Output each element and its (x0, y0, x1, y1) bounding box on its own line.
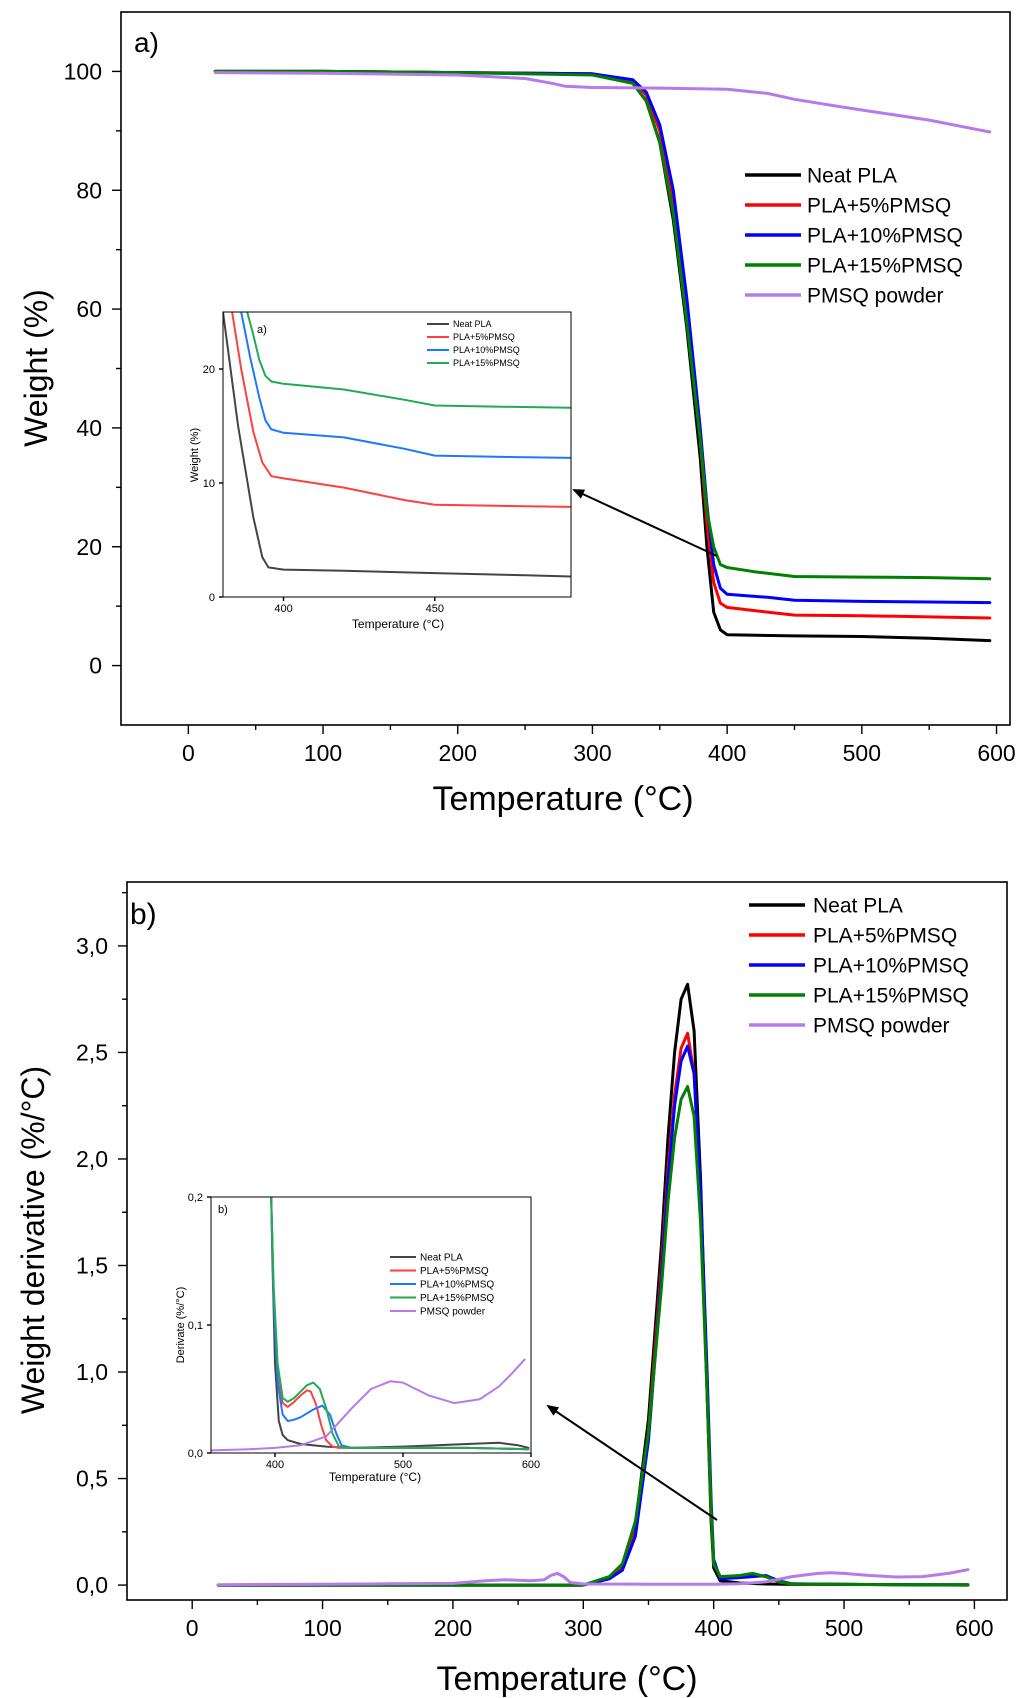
pointer-arrow-b (546, 1404, 718, 1521)
chart-b-legend-label-pla-15pctpmsq: PLA+15%PMSQ (813, 985, 969, 1008)
chart-a-series-pmsq-powder (213, 71, 992, 134)
chart-b-y-tick-label: 2,5 (76, 1039, 108, 1065)
inset-a-frame (222, 311, 572, 598)
inset-b-legend-label-pla-5pctpmsq: PLA+5%PMSQ (420, 1266, 489, 1277)
legend-b: Neat PLA PLA+5%PMSQ PLA+10%PMSQ PLA+15%PMSQ… (749, 895, 969, 1038)
chart-b-x-tick-label: 500 (825, 1615, 863, 1641)
inset-b-y-tick-label: 0,2 (188, 1192, 203, 1204)
inset-b-legend-label-pla-10pctpmsq: PLA+10%PMSQ (420, 1280, 494, 1291)
inset-b-background (211, 1197, 531, 1453)
chart-b-series-pmsq-powder (216, 1568, 970, 1587)
chart-b-x-tick-label: 200 (434, 1615, 472, 1641)
panel-label-a: a) (134, 27, 159, 58)
x-axis-title-a: Temperature (°C) (432, 780, 693, 818)
chart-b-legend-label-pla-10pctpmsq: PLA+10%PMSQ (813, 955, 969, 978)
plot-frame-a (120, 11, 1011, 726)
inset-a-legend-label-pla-5pctpmsq: PLA+5%PMSQ (453, 332, 515, 342)
inset-a-legend-label-pla-15pctpmsq: PLA+15%PMSQ (453, 358, 520, 368)
chart-b-x-tick-label: 0 (186, 1615, 199, 1641)
chart-b-y-tick-label: 0,0 (76, 1572, 108, 1598)
chart-a-x-tick-label: 600 (977, 740, 1015, 766)
chart-a-x-tick-label: 400 (708, 740, 746, 766)
chart-a-legend-label-pmsq-powder: PMSQ powder (807, 285, 944, 308)
inset-a-y-title: Weight (%) (189, 428, 201, 482)
chart-b-series-pla-15pctpmsq (216, 1085, 970, 1587)
inset-b-series-pla-15pctpmsq (270, 1197, 530, 1451)
inset-b-x-tick-label: 600 (522, 1459, 540, 1471)
chart-a-y-tick-label: 80 (76, 177, 102, 203)
chart-a-series-pla-15pctpmsq (213, 69, 992, 581)
legend-a: Neat PLA PLA+5%PMSQ PLA+10%PMSQ PLA+15%PMSQ… (745, 165, 963, 308)
inset-a-legend-label-neat-pla: Neat PLA (453, 319, 492, 329)
inset-b-series-pmsq-powder (211, 1358, 526, 1452)
chart-a-x-tick-label: 200 (439, 740, 477, 766)
inset-a-x-tick-label: 450 (426, 603, 444, 615)
inset-b-legend: Neat PLA PLA+5%PMSQ PLA+10%PMSQ PLA+15%PMSQ… (390, 1253, 494, 1318)
panel-label-b: b) (130, 898, 157, 931)
inset-a-series-pla-5pctpmsq (231, 312, 571, 508)
inset-b-x-tick-label: 500 (394, 1459, 412, 1471)
chart-a-x-tick-label: 0 (182, 740, 195, 766)
inset-a-series-pla-10pctpmsq (240, 312, 571, 459)
inset-b-panel-label: b) (218, 1204, 228, 1216)
inset-b-y-tick-label: 0,1 (188, 1320, 203, 1332)
chart-b-x-tick-label: 300 (564, 1615, 602, 1641)
inset-b-y-title: Derivate (%/°C) (175, 1287, 187, 1364)
inset-b-x-tick-label: 400 (266, 1459, 284, 1471)
inset-a-y-tick-label: 10 (203, 478, 215, 490)
chart-a-legend-label-pla-10pctpmsq: PLA+10%PMSQ (807, 225, 963, 248)
inset-b-y-tick-label: 0,0 (188, 1448, 203, 1460)
y-axis-title-b: Weight derivative (%/°C) (15, 1066, 51, 1414)
inset-a-panel-label: a) (257, 324, 267, 336)
inset-a-x-tick-label: 400 (274, 603, 292, 615)
inset-b-x-title: Temperature (°C) (329, 1470, 421, 1484)
chart-a-y-tick-label: 60 (76, 296, 102, 322)
inset-a-series-neat-pla (223, 312, 571, 578)
chart-b-y-tick-label: 2,0 (76, 1146, 108, 1172)
chart-b-legend-label-neat-pla: Neat PLA (813, 895, 903, 918)
chart-b-y-tick-label: 3,0 (76, 933, 108, 959)
x-axis-title-b: Temperature (°C) (436, 1660, 697, 1698)
plot-frame-b (126, 881, 1008, 1601)
chart-a-y-tick-label: 0 (89, 653, 102, 679)
chart-a-x-tick-label: 100 (304, 740, 342, 766)
chart-b-y-tick-label: 1,5 (76, 1253, 108, 1279)
inset-a-x-title: Temperature (°C) (352, 617, 444, 631)
inset-b-series-neat-pla (270, 1197, 530, 1449)
inset-a-y-tick-label: 0 (209, 592, 215, 604)
chart-b-legend-label-pmsq-powder: PMSQ powder (813, 1015, 950, 1038)
chart-a-x-tick-label: 500 (843, 740, 881, 766)
inset-a-series-pla-15pctpmsq (246, 312, 571, 409)
chart-b-x-tick-label: 600 (955, 1615, 993, 1641)
y-axis-title-a: Weight (%) (18, 289, 54, 447)
chart-a-y-tick-label: 100 (64, 58, 102, 84)
inset-b-legend-label-neat-pla: Neat PLA (420, 1253, 463, 1264)
inset-a-y-tick-label: 20 (203, 364, 215, 376)
chart-b-legend-label-pla-5pctpmsq: PLA+5%PMSQ (813, 925, 957, 948)
chart-a-legend-label-pla-15pctpmsq: PLA+15%PMSQ (807, 255, 963, 278)
chart-a-legend-label-neat-pla: Neat PLA (807, 165, 897, 188)
inset-chart-a: 400 450 0 10 20 a) Weight (%) Temperature (°… (189, 311, 572, 631)
chart-b-x-tick-label: 400 (694, 1615, 732, 1641)
chart-a-y-tick-label: 20 (76, 534, 102, 560)
chart-a-x-tick-label: 300 (573, 740, 611, 766)
inset-a-legend-label-pla-10pctpmsq: PLA+10%PMSQ (453, 345, 520, 355)
chart-a-legend-label-pla-5pctpmsq: PLA+5%PMSQ (807, 195, 951, 218)
inset-b-legend-label-pmsq-powder: PMSQ powder (420, 1307, 486, 1318)
chart-b-y-tick-label: 0,5 (76, 1466, 108, 1492)
chart-b-x-tick-label: 100 (303, 1615, 341, 1641)
chart-panel-b: 0 100 200 300 400 500 600 0,0 0,5 1,0 1,5 2,0 2,5 3,0… (15, 881, 1008, 1698)
inset-b-legend-label-pla-15pctpmsq: PLA+15%PMSQ (420, 1293, 494, 1304)
inset-chart-b: 400 500 600 0,0 0,1 0,2 b) Derivate (%/°C) Te… (175, 1192, 540, 1484)
inset-b-frame (210, 1196, 532, 1454)
chart-b-y-tick-label: 1,0 (76, 1359, 108, 1385)
chart-a-y-tick-label: 40 (76, 415, 102, 441)
pointer-arrow-a (572, 489, 718, 557)
inset-a-background (223, 312, 571, 597)
inset-a-legend: Neat PLA PLA+5%PMSQ PLA+10%PMSQ PLA+15%PMSQ (427, 319, 520, 368)
